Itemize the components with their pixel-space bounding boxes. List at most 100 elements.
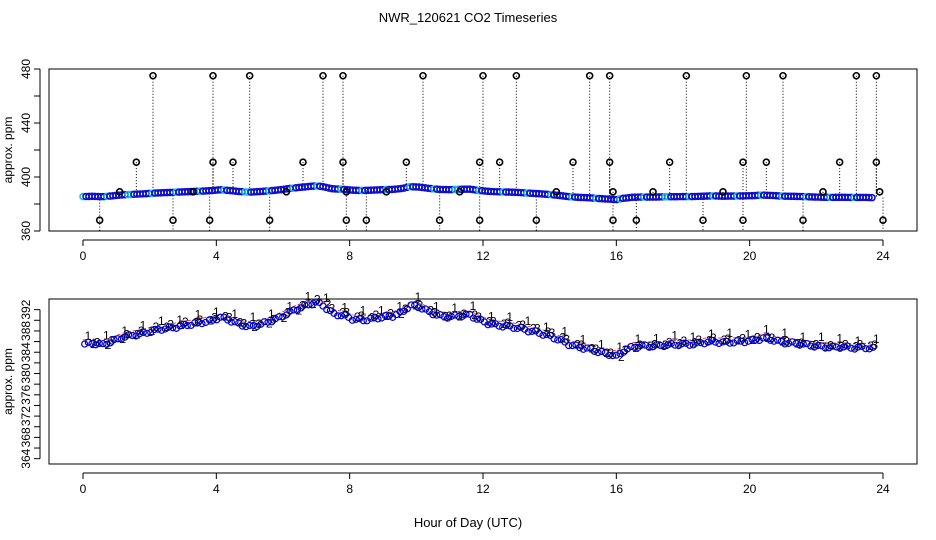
series-2-marker: 2 [325,297,332,311]
series-2-marker: 2 [618,350,625,364]
outlier-point [342,188,351,196]
trace-point [671,341,679,349]
trace-point [785,339,793,347]
y-axis-label: approx. ppm [1,348,15,415]
trace-point [462,310,470,318]
x-tick-label: 0 [80,249,87,263]
trace-point [150,326,158,334]
series-1-marker: 1 [250,310,257,324]
series-3-marker: 3 [387,307,394,321]
trace-point [513,324,521,333]
y-tick-label: 384 [19,342,33,362]
series-1-marker: 1 [433,300,440,314]
trace-point [854,343,862,351]
series-1-marker: 1 [103,328,110,342]
trace-point [645,343,653,351]
trace-point [352,315,360,323]
trace-point [249,321,257,330]
trace-point [825,344,833,352]
x-tick-label: 12 [476,482,490,496]
outlier-point [605,71,614,80]
trace-point [693,338,701,346]
series-2-marker: 2 [281,311,288,325]
series-1-line [252,318,264,323]
series-1-line [472,312,484,318]
outlier-point [435,216,444,224]
outlier-point [362,216,371,224]
series-3-marker: 3 [329,301,336,315]
y-tick-label: 392 [19,299,33,319]
series-3-marker: 3 [226,311,233,325]
outlier-point [632,216,641,224]
y-tick-label: 360 [19,221,33,241]
series-2-marker: 2 [633,341,640,355]
outlier-point [649,188,657,196]
bottom-panel: 0 4 8 12 16 20 24364368372376380384388392appro… [1,290,918,496]
y-tick-label: 440 [19,113,33,133]
outlier-point [585,71,594,80]
series-1-marker: 1 [176,313,183,327]
trace-point [451,311,459,319]
trace-point [869,343,877,351]
trace-point [539,331,547,339]
data-point [868,193,876,202]
outlier-point [682,71,691,80]
trace-point [301,301,309,309]
series-2-marker: 2 [589,341,596,355]
trace-point [796,341,804,349]
series-3-marker: 3 [343,306,350,320]
series-2-marker: 2 [251,320,258,334]
series-1-line [362,314,374,317]
trace-point [315,298,323,307]
trace-point [370,313,378,322]
trace-point [781,340,789,348]
series-1-line [292,302,304,307]
trace-point [799,340,807,348]
series-2-marker: 2 [237,315,244,329]
series-2-marker: 2 [706,333,713,347]
trace-point [656,341,664,350]
trace-point [752,336,760,344]
series-1-line [672,339,684,341]
outlier-point [665,158,674,166]
series-3-marker: 3 [402,302,409,316]
trace-point [590,347,598,355]
y-tick-label: 372 [19,406,33,426]
outlier-point [779,71,787,80]
trace-point [154,325,162,333]
data-point [865,193,873,202]
chart-title: NWR_120621 CO2 Timeseries [379,10,558,25]
series-1-marker: 1 [396,299,403,313]
y-tick-label: 364 [19,448,33,468]
series-2-marker: 2 [369,311,376,325]
trace-point [744,337,752,345]
series-3-marker: 3 [138,324,145,338]
trace-point [579,345,587,353]
x-tick-label: 8 [346,482,353,496]
trace-point [616,349,624,358]
series-2-marker: 2 [134,327,141,341]
series-2-marker: 2 [457,310,464,324]
series-3-marker: 3 [593,342,600,356]
series-3-marker: 3 [666,335,673,349]
series-1-marker: 1 [360,303,367,317]
trace-point [458,312,466,320]
trace-point [832,343,840,351]
plot-frame [48,298,918,465]
trace-point [649,343,657,351]
trace-point [290,306,298,314]
outlier-point [169,216,177,224]
series-1-line [132,328,144,332]
trace-point [444,314,452,322]
trace-point [367,314,375,322]
trace-point [840,343,848,351]
outlier-point [475,216,484,224]
trace-point [627,342,635,351]
series-2-marker: 2 [222,310,229,324]
outlier-point [209,158,217,166]
series-2-marker: 2 [574,338,581,352]
series-1-marker: 1 [286,300,293,314]
series-1-marker: 1 [561,324,568,338]
trace-point [374,315,382,323]
series-3-marker: 3 [461,307,468,321]
